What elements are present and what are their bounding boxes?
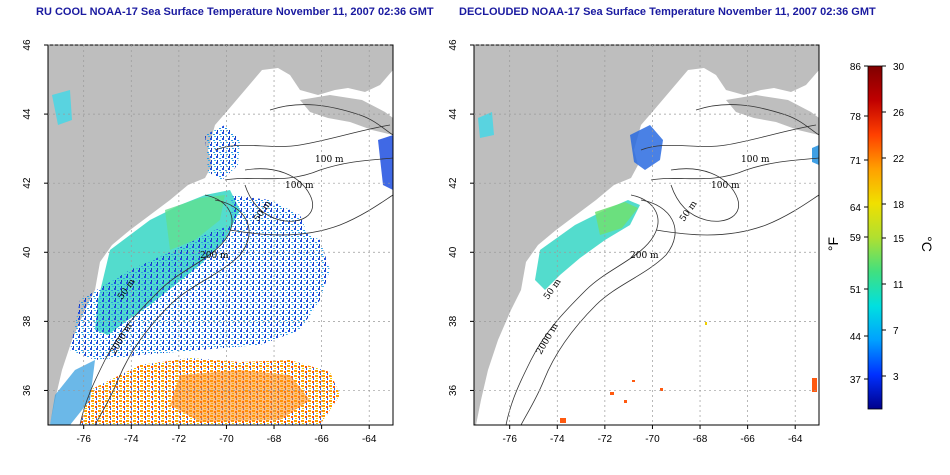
colorbar-gradient <box>867 65 883 410</box>
map-right-title: DECLOUDED NOAA-17 Sea Surface Temperatur… <box>459 6 876 18</box>
lon-tick-label: -76 <box>76 434 91 445</box>
map-left-frame <box>47 44 394 426</box>
map-right-frame <box>473 44 820 426</box>
sst-gulf-maine-blue <box>205 125 240 180</box>
contour-label: 100 m <box>741 155 770 165</box>
fahrenheit-unit-label: °F <box>825 237 841 251</box>
nova-scotia-land <box>300 95 393 135</box>
lat-tick-label: 42 <box>22 177 33 189</box>
map-right-gridlines <box>474 44 819 425</box>
bathymetry-contours <box>79 104 393 425</box>
lon-tick-label: -74 <box>550 434 565 445</box>
celsius-tick-label: 11 <box>893 280 904 291</box>
contour-label: 100 m <box>315 155 344 165</box>
lon-tick-label: -64 <box>788 434 803 445</box>
lon-tick-label: -64 <box>362 434 377 445</box>
sst-east-blue <box>812 145 819 165</box>
lat-tick-label: 38 <box>22 315 33 327</box>
lat-tick-label: 36 <box>22 384 33 396</box>
colorbar-ticks: 86 78 71 64 59 51 44 37 30 26 22 18 15 11 7 3 <box>850 62 905 386</box>
lat-tick-label: 46 <box>448 39 459 51</box>
celsius-tick-label: 15 <box>893 234 905 245</box>
fahrenheit-tick-label: 37 <box>850 375 862 386</box>
celsius-tick-label: 3 <box>893 372 899 383</box>
sst-east-blue <box>378 135 393 190</box>
celsius-tick-label: 7 <box>893 326 899 337</box>
lat-tick-label: 40 <box>22 246 33 258</box>
sst-gulf-maine-blue <box>630 125 663 170</box>
lat-tick-label: 46 <box>22 39 33 51</box>
celsius-tick-label: 30 <box>893 62 905 73</box>
map-left-gridlines <box>48 44 393 425</box>
sst-blue-scatter <box>70 220 330 360</box>
contour-label: 200 m <box>630 251 659 261</box>
lon-tick-label: -66 <box>740 434 755 445</box>
fahrenheit-tick-label: 59 <box>850 233 862 244</box>
celsius-tick-label: 22 <box>893 154 905 165</box>
celsius-tick-label: 18 <box>893 200 905 211</box>
colorbar: 86 78 71 64 59 51 44 37 30 26 22 18 15 11 7 3 °F °C <box>825 62 935 410</box>
lon-tick-label: -70 <box>219 434 234 445</box>
lat-tick-label: 36 <box>448 384 459 396</box>
map-left-title: RU COOL NOAA-17 Sea Surface Temperature … <box>36 6 434 18</box>
map-right-axes: -76 -74 -72 -70 -68 -66 -64 36 38 40 42 44 46 <box>448 39 803 445</box>
fahrenheit-tick-label: 71 <box>850 156 862 167</box>
map-left-axes: -76 -74 -72 -70 -68 -66 -64 36 38 40 42 44 46 <box>22 39 377 445</box>
lon-tick-label: -72 <box>172 434 187 445</box>
lat-tick-label: 42 <box>448 177 459 189</box>
sst-warm-core <box>170 370 310 422</box>
sst-warm-spots <box>560 322 817 423</box>
fahrenheit-tick-label: 86 <box>850 62 862 73</box>
lon-tick-label: -70 <box>645 434 660 445</box>
lon-tick-label: -74 <box>124 434 139 445</box>
nova-scotia-land <box>726 95 819 135</box>
fahrenheit-tick-label: 51 <box>850 285 862 296</box>
fahrenheit-tick-label: 64 <box>850 203 862 214</box>
sst-inshore-green <box>595 202 638 235</box>
contour-label: 200 m <box>200 251 229 261</box>
celsius-tick-label: 26 <box>893 108 905 119</box>
land-mass <box>474 45 819 425</box>
lat-tick-label: 40 <box>448 246 459 258</box>
fahrenheit-tick-label: 44 <box>850 332 862 343</box>
land-mass <box>48 45 393 425</box>
lat-tick-label: 38 <box>448 315 459 327</box>
contour-label: 100 m <box>711 181 740 191</box>
sst-inshore-green <box>165 195 225 250</box>
lat-tick-label: 44 <box>448 108 459 120</box>
lon-tick-label: -72 <box>598 434 613 445</box>
bathymetry-contours <box>505 104 819 425</box>
fahrenheit-tick-label: 78 <box>850 112 862 123</box>
lon-tick-label: -66 <box>314 434 329 445</box>
sst-northwest-cyan <box>52 90 72 125</box>
lon-tick-label: -68 <box>267 434 282 445</box>
celsius-unit-label: °C <box>919 236 935 252</box>
sst-offshore-blue <box>230 195 310 250</box>
lon-tick-label: -76 <box>502 434 517 445</box>
lat-tick-label: 44 <box>22 108 33 120</box>
sst-northwest-cyan <box>478 112 494 138</box>
contour-label: 100 m <box>285 181 314 191</box>
lon-tick-label: -68 <box>693 434 708 445</box>
